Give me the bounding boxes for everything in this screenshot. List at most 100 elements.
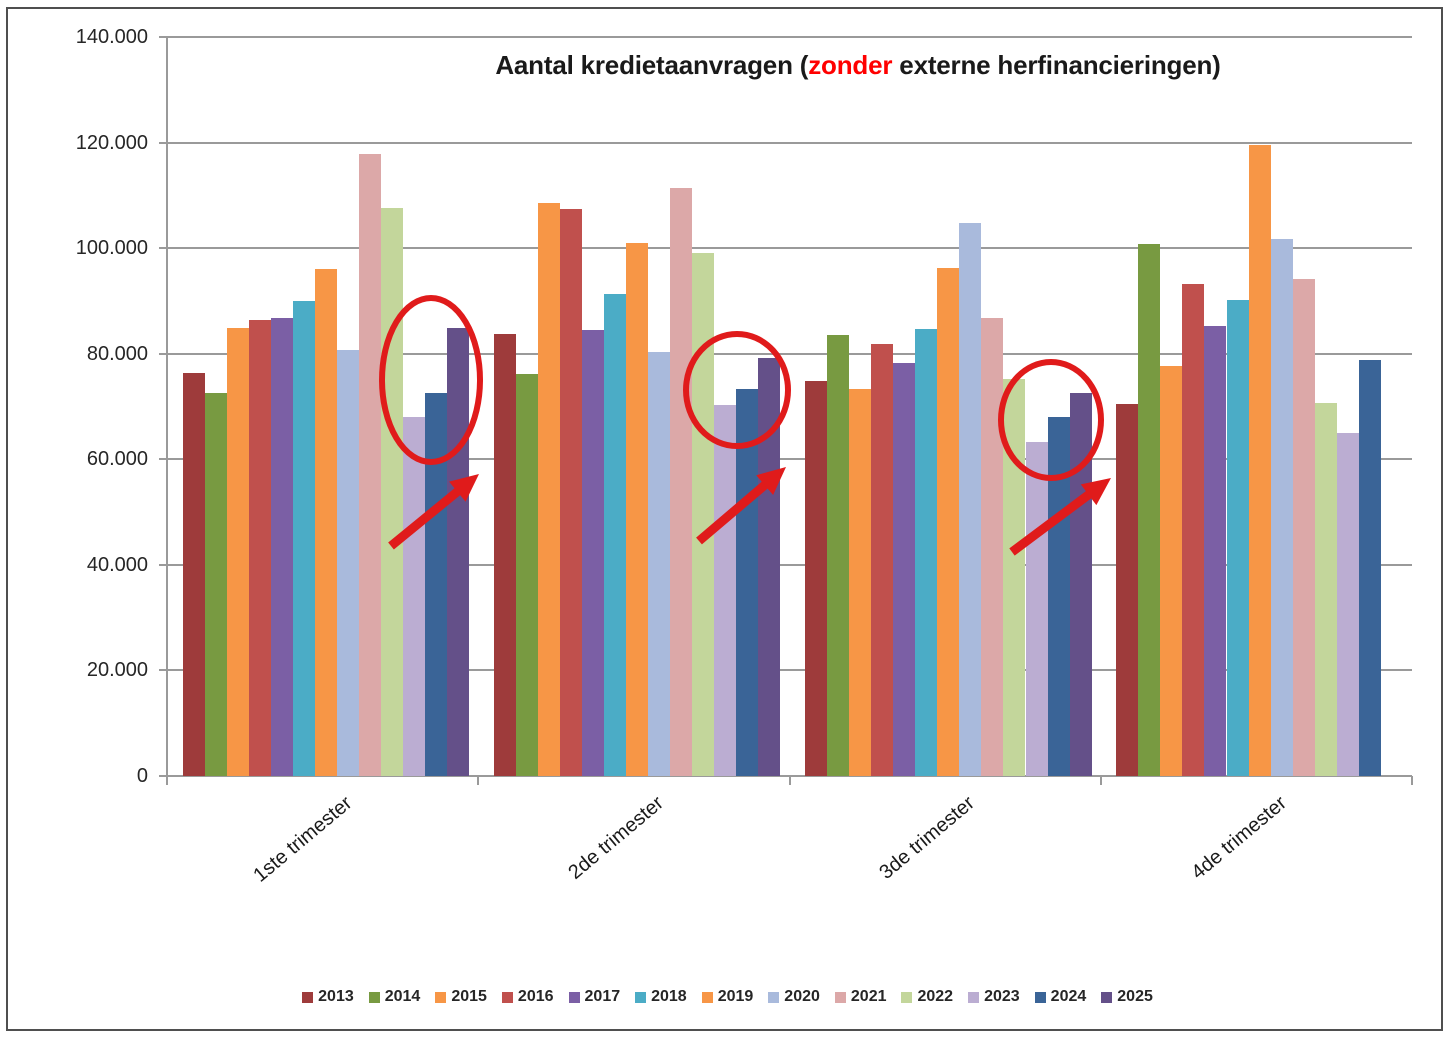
x-axis-tick (1099, 776, 1102, 785)
legend-item-2025: 2025 (1101, 988, 1153, 1006)
bar-2014-1ste-trimester (204, 393, 227, 776)
legend-item-2023: 2023 (968, 988, 1020, 1006)
legend-swatch-2016 (501, 991, 513, 1003)
y-axis-label-100000: 100.000 (75, 237, 148, 260)
legend-label-2025: 2025 (1117, 988, 1153, 1005)
bar-2018-3de-trimester (915, 329, 938, 776)
legend-swatch-2018 (635, 991, 647, 1003)
chart-title-prefix: Aantal kredietaanvragen ( (495, 50, 809, 80)
x-axis-line (159, 775, 1412, 777)
bar-2023-2de-trimester (714, 405, 737, 776)
bar-2014-3de-trimester (827, 335, 850, 776)
bar-2024-2de-trimester (736, 389, 759, 776)
legend-swatch-2019 (701, 991, 713, 1003)
gridline-40000 (159, 563, 1412, 566)
legend-item-2024: 2024 (1034, 988, 1087, 1006)
legend-item-2015: 2015 (435, 988, 487, 1006)
y-axis-line (166, 37, 168, 785)
bar-2017-4de-trimester (1204, 325, 1227, 776)
legend-label-2024: 2024 (1050, 988, 1087, 1005)
legend-swatch-2021 (834, 991, 846, 1003)
gridline-120000 (159, 141, 1412, 144)
legend-item-2017: 2017 (568, 988, 620, 1006)
y-axis-label-60000: 60.000 (86, 448, 148, 471)
chart-title-suffix: externe herfinancieringen) (892, 50, 1221, 80)
legend-label-2018: 2018 (651, 988, 687, 1005)
y-axis-label-80000: 80.000 (86, 342, 148, 365)
legend-label-2021: 2021 (850, 988, 887, 1005)
legend-label-2019: 2019 (717, 988, 754, 1005)
bar-2023-1ste-trimester (403, 416, 426, 776)
chart-title: Aantal kredietaanvragen (zonder externe … (495, 50, 1221, 81)
bar-2020-4de-trimester (1270, 239, 1293, 776)
bar-2019-3de-trimester (937, 268, 960, 776)
legend-swatch-2022 (901, 991, 913, 1003)
bar-2018-1ste-trimester (292, 300, 315, 776)
legend-label-2014: 2014 (384, 988, 421, 1005)
legend-item-2022: 2022 (901, 988, 953, 1006)
bar-2017-2de-trimester (581, 329, 604, 776)
bar-2022-3de-trimester (1003, 379, 1026, 776)
bar-2020-1ste-trimester (336, 350, 359, 776)
bar-2022-4de-trimester (1314, 402, 1337, 776)
bar-2017-1ste-trimester (270, 318, 293, 776)
bar-2016-3de-trimester (871, 344, 894, 776)
legend-swatch-2014 (368, 991, 380, 1003)
bar-2024-1ste-trimester (425, 392, 448, 776)
legend: 2013 2014 2015 2016 2017 2018 2019 2020 2021 2022… (0, 988, 1455, 1006)
bar-2015-4de-trimester (1160, 366, 1183, 776)
legend-swatch-2024 (1034, 991, 1046, 1003)
bar-2015-2de-trimester (537, 203, 560, 776)
bar-2013-4de-trimester (1116, 404, 1139, 776)
bar-2013-3de-trimester (805, 381, 828, 776)
legend-label-2013: 2013 (318, 988, 354, 1005)
bar-2016-1ste-trimester (248, 319, 271, 776)
legend-swatch-2023 (968, 991, 980, 1003)
bar-2018-2de-trimester (604, 294, 627, 776)
y-axis-label-140000: 140.000 (75, 26, 148, 48)
gridline-20000 (159, 669, 1412, 672)
bar-2014-4de-trimester (1138, 244, 1161, 776)
legend-swatch-2015 (435, 991, 447, 1003)
y-axis-label-20000: 20.000 (86, 659, 148, 682)
legend-swatch-2020 (768, 991, 780, 1003)
legend-swatch-2025 (1101, 991, 1113, 1003)
bar-2018-4de-trimester (1226, 299, 1249, 776)
bar-2017-3de-trimester (893, 362, 916, 776)
bar-2025-2de-trimester (758, 358, 781, 776)
bar-2021-3de-trimester (981, 318, 1004, 776)
legend-item-2020: 2020 (768, 988, 820, 1006)
chart-title-highlight: zonder (808, 50, 893, 80)
bar-2020-2de-trimester (648, 352, 671, 776)
legend-item-2016: 2016 (501, 988, 554, 1006)
bar-2024-4de-trimester (1358, 359, 1381, 776)
legend-item-2014: 2014 (368, 988, 421, 1006)
legend-item-2018: 2018 (635, 988, 687, 1006)
bar-2013-2de-trimester (493, 334, 516, 776)
legend-swatch-2013 (302, 991, 314, 1003)
bar-2023-3de-trimester (1025, 442, 1048, 776)
legend-label-2016: 2016 (517, 988, 554, 1005)
bar-2019-4de-trimester (1248, 144, 1271, 776)
chart-frame (6, 7, 1443, 1031)
bar-2019-1ste-trimester (314, 269, 337, 776)
gridline-140000 (159, 36, 1412, 38)
bar-2024-3de-trimester (1047, 416, 1070, 776)
legend-label-2023: 2023 (984, 988, 1020, 1005)
legend-item-2021: 2021 (834, 988, 887, 1006)
legend-label-2015: 2015 (451, 988, 487, 1005)
bar-2013-1ste-trimester (182, 373, 205, 776)
bar-2021-1ste-trimester (358, 154, 381, 776)
legend-item-2019: 2019 (701, 988, 754, 1006)
y-axis-label-0: 0 (136, 765, 148, 787)
x-axis-tick (788, 776, 791, 785)
legend-label-2022: 2022 (917, 988, 954, 1005)
legend-swatch-2017 (568, 991, 580, 1003)
legend-label-2020: 2020 (784, 988, 820, 1005)
bar-2021-2de-trimester (670, 187, 693, 776)
bar-2015-3de-trimester (849, 389, 872, 776)
bar-2020-3de-trimester (959, 223, 982, 776)
gridline-60000 (159, 458, 1412, 461)
legend-item-2013: 2013 (302, 988, 354, 1006)
